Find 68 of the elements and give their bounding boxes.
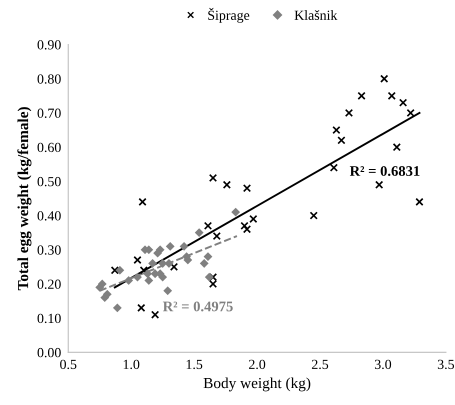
annotation: R² = 0.4975 xyxy=(162,302,233,312)
point xyxy=(151,310,160,319)
y-tick-label: 0.60 xyxy=(38,142,61,152)
point xyxy=(375,180,384,189)
point xyxy=(392,143,401,152)
point xyxy=(240,222,249,230)
point xyxy=(166,242,175,251)
y-tick-label: 0.80 xyxy=(38,74,61,84)
y-tick-label: 0.40 xyxy=(38,211,61,221)
point xyxy=(137,304,146,312)
point xyxy=(332,126,340,134)
x-tick-label: 3.0 xyxy=(374,360,392,370)
point xyxy=(357,92,366,100)
point xyxy=(144,276,154,285)
point xyxy=(204,272,214,282)
point xyxy=(242,225,252,234)
y-tick-label: 0.50 xyxy=(38,176,61,186)
point xyxy=(164,259,174,268)
x-axis-title: Body weight (kg) xyxy=(204,377,310,392)
point xyxy=(138,198,147,206)
point xyxy=(110,266,119,274)
y-tick-label: 0.20 xyxy=(38,280,61,289)
point xyxy=(200,259,209,268)
point xyxy=(415,198,424,206)
point xyxy=(115,266,124,275)
point xyxy=(330,164,338,172)
legend-label: Šiprage xyxy=(208,8,250,23)
y-tick-label: 0.10 xyxy=(38,314,61,324)
point xyxy=(208,280,218,288)
y-tick-label: 0.30 xyxy=(38,245,61,255)
point xyxy=(222,180,231,189)
point xyxy=(242,184,252,192)
point xyxy=(112,304,122,312)
point xyxy=(204,252,212,261)
point xyxy=(399,98,408,107)
point xyxy=(194,228,204,238)
point xyxy=(133,272,142,282)
point xyxy=(231,208,240,217)
point xyxy=(337,136,346,144)
point xyxy=(180,242,188,251)
y-tick-label: 0.90 xyxy=(38,40,61,50)
point xyxy=(163,286,172,296)
point xyxy=(380,74,388,83)
x-tick-label: 1.5 xyxy=(186,360,202,370)
point xyxy=(212,232,221,240)
point xyxy=(310,211,318,220)
point xyxy=(344,108,354,118)
point xyxy=(140,266,148,274)
point xyxy=(204,222,212,230)
point xyxy=(406,108,415,118)
point xyxy=(170,262,178,271)
x-tick-label: 0.5 xyxy=(60,360,76,370)
point xyxy=(249,214,258,224)
y-axis-title: Total egg weight (kg/female) xyxy=(17,107,32,290)
annotation: R² = 0.6831 xyxy=(350,166,420,176)
x-tick-label: 2.5 xyxy=(312,360,328,370)
x-tick-label: 2.0 xyxy=(249,360,266,370)
point xyxy=(148,259,157,268)
point xyxy=(143,269,152,278)
y-tick-label: 0.70 xyxy=(38,108,61,118)
y-tick-label: 0.00 xyxy=(38,348,61,358)
point xyxy=(124,276,134,285)
point xyxy=(208,174,218,182)
point xyxy=(133,256,142,264)
x-tick-label: 1.0 xyxy=(124,360,140,370)
x-tick-label: 3.5 xyxy=(438,360,454,370)
legend-label: Klašnik xyxy=(294,10,338,20)
point xyxy=(388,92,396,100)
